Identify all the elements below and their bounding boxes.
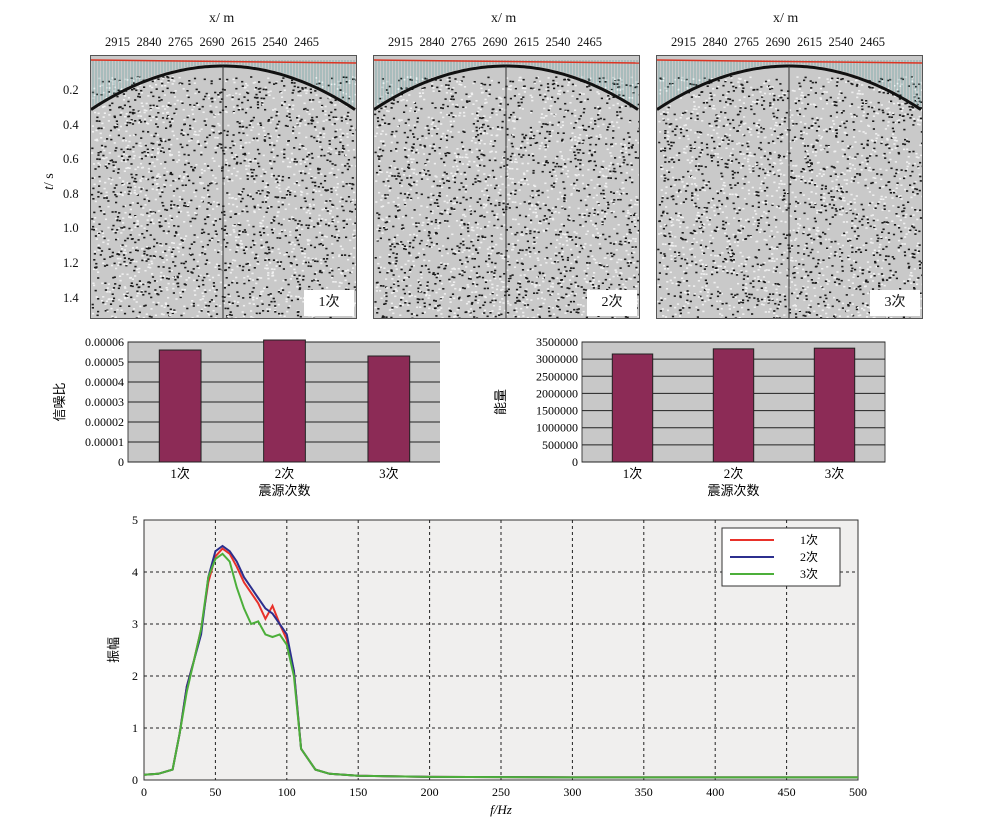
x-tick-label: 2615 xyxy=(797,35,822,49)
x-tick-label: 2615 xyxy=(514,35,539,49)
y-tick-label: 0 xyxy=(572,455,578,469)
x-tick-label: 200 xyxy=(421,785,439,799)
x-tick-label: 2765 xyxy=(168,35,193,49)
legend-label: 3次 xyxy=(800,567,818,581)
y-axis-title: 振幅 xyxy=(106,637,121,663)
x-tick-label: 1次 xyxy=(170,466,190,481)
y-tick-label: 1000000 xyxy=(536,421,578,435)
y-tick-label: 0.8 xyxy=(63,186,79,201)
legend-label: 1次 xyxy=(800,533,818,547)
x-tick-label: 1次 xyxy=(623,466,643,481)
x-tick-label: 2次 xyxy=(275,466,295,481)
x-tick-label: 0 xyxy=(141,785,147,799)
seismic-panel-3: 3次 xyxy=(656,55,923,319)
y-tick-label: 2000000 xyxy=(536,386,578,400)
x-tick-label: 2次 xyxy=(724,466,744,481)
panel-label: 3次 xyxy=(870,290,920,316)
x-tick-label: 2540 xyxy=(828,35,854,49)
x-tick-label: 2915 xyxy=(388,35,413,49)
y-axis-title: 能量 xyxy=(493,389,508,415)
x-tick-label: 100 xyxy=(278,785,296,799)
y-axis-title: t/ s xyxy=(42,173,57,190)
y-tick-label: 2 xyxy=(132,669,138,683)
x-tick-label: 2915 xyxy=(105,35,130,49)
seismic-panel-2: 2次 xyxy=(373,55,640,319)
x-tick-label: 400 xyxy=(706,785,724,799)
x-tick-label: 350 xyxy=(635,785,653,799)
x-axis-title-3: x/ m xyxy=(773,11,799,26)
x-tick-label: 2465 xyxy=(860,35,885,49)
seismic-gather-image xyxy=(91,59,356,318)
x-axis-title: 震源次数 xyxy=(258,483,310,498)
y-tick-label: 0.2 xyxy=(63,83,79,97)
x-tick-label: 2690 xyxy=(482,35,508,49)
x-tick-label: 2915 xyxy=(671,35,696,49)
y-tick-label: 0.00004 xyxy=(85,375,124,389)
panel-label: 2次 xyxy=(587,290,637,316)
x-tick-label: 2765 xyxy=(734,35,759,49)
amplitude-spectrum-chart: 0 50 100 150 200 250 300 350 400 450 500 0 1 2 3 4 5 1次 2次… xyxy=(106,513,867,817)
bar xyxy=(263,339,306,463)
x-tick-label: 450 xyxy=(778,785,796,799)
y-tick-label: 1500000 xyxy=(536,404,578,418)
x-axis-title: 震源次数 xyxy=(707,483,759,498)
y-tick-label: 500000 xyxy=(542,438,578,452)
x-axis-title: f/Hz xyxy=(490,802,512,817)
x-tick-label: 2765 xyxy=(451,35,476,49)
y-tick-label: 0.00001 xyxy=(85,435,124,449)
x-tick-label: 2840 xyxy=(702,35,728,49)
x-tick-label: 3次 xyxy=(379,466,399,481)
seismic-gather-image xyxy=(657,59,922,318)
y-tick-label: 5 xyxy=(132,513,138,527)
y-tick-label: 1.0 xyxy=(63,221,79,236)
x-tick-label: 2540 xyxy=(545,35,571,49)
x-axis-title-2: x/ m xyxy=(491,11,517,26)
x-tick-label: 3次 xyxy=(825,466,845,481)
legend-label: 2次 xyxy=(800,550,818,564)
snr-bar-chart: 0 0.00001 0.00002 0.00003 0.00004 0.00005 0.00… xyxy=(52,335,440,498)
seismic-panel-1: 1次 xyxy=(90,55,357,319)
panel-label: 1次 xyxy=(304,290,354,316)
x-tick-label: 50 xyxy=(209,785,221,799)
x-tick-label: 150 xyxy=(349,785,367,799)
bar xyxy=(813,347,856,463)
y-tick-label: 0.00002 xyxy=(85,415,124,429)
y-tick-label: 3500000 xyxy=(536,335,578,349)
y-tick-label: 3 xyxy=(132,617,138,631)
y-tick-label: 4 xyxy=(132,565,138,579)
series-line xyxy=(143,552,858,779)
x-tick-label: 2465 xyxy=(294,35,319,49)
y-tick-label: 3000000 xyxy=(536,352,578,366)
y-axis-title: 信噪比 xyxy=(52,382,67,421)
x-tick-label: 250 xyxy=(492,785,510,799)
y-tick-label: 0.00003 xyxy=(85,395,124,409)
bar xyxy=(712,348,755,463)
x-axis-title-1: x/ m xyxy=(209,11,235,26)
bar xyxy=(611,353,654,463)
y-tick-label: 0.00005 xyxy=(85,355,124,369)
y-tick-label: 0.4 xyxy=(63,117,79,132)
x-tick-label: 2615 xyxy=(231,35,256,49)
y-tick-label: 0.6 xyxy=(63,152,79,167)
x-tick-label: 2840 xyxy=(419,35,445,49)
y-tick-label: 1 xyxy=(132,721,138,735)
legend: 1次 2次 3次 xyxy=(721,527,841,587)
y-tick-label: 2500000 xyxy=(536,369,578,383)
y-tick-label: 1.4 xyxy=(63,290,79,305)
x-tick-label: 500 xyxy=(849,785,867,799)
y-tick-label: 0.00006 xyxy=(85,335,124,349)
energy-bar-chart: 0 500000 1000000 1500000 2000000 2500000 30000… xyxy=(493,335,886,498)
y-tick-label: 1.2 xyxy=(63,256,79,270)
bar xyxy=(367,355,411,463)
seismic-gather-image xyxy=(374,59,639,318)
x-tick-label: 2840 xyxy=(136,35,162,49)
x-tick-label: 300 xyxy=(563,785,581,799)
bar xyxy=(158,349,202,463)
y-tick-label: 0 xyxy=(132,773,138,787)
x-tick-label: 2540 xyxy=(262,35,288,49)
x-tick-label: 2690 xyxy=(199,35,225,49)
x-tick-label: 2690 xyxy=(765,35,791,49)
x-tick-label: 2465 xyxy=(577,35,602,49)
y-tick-label: 0 xyxy=(118,455,124,469)
